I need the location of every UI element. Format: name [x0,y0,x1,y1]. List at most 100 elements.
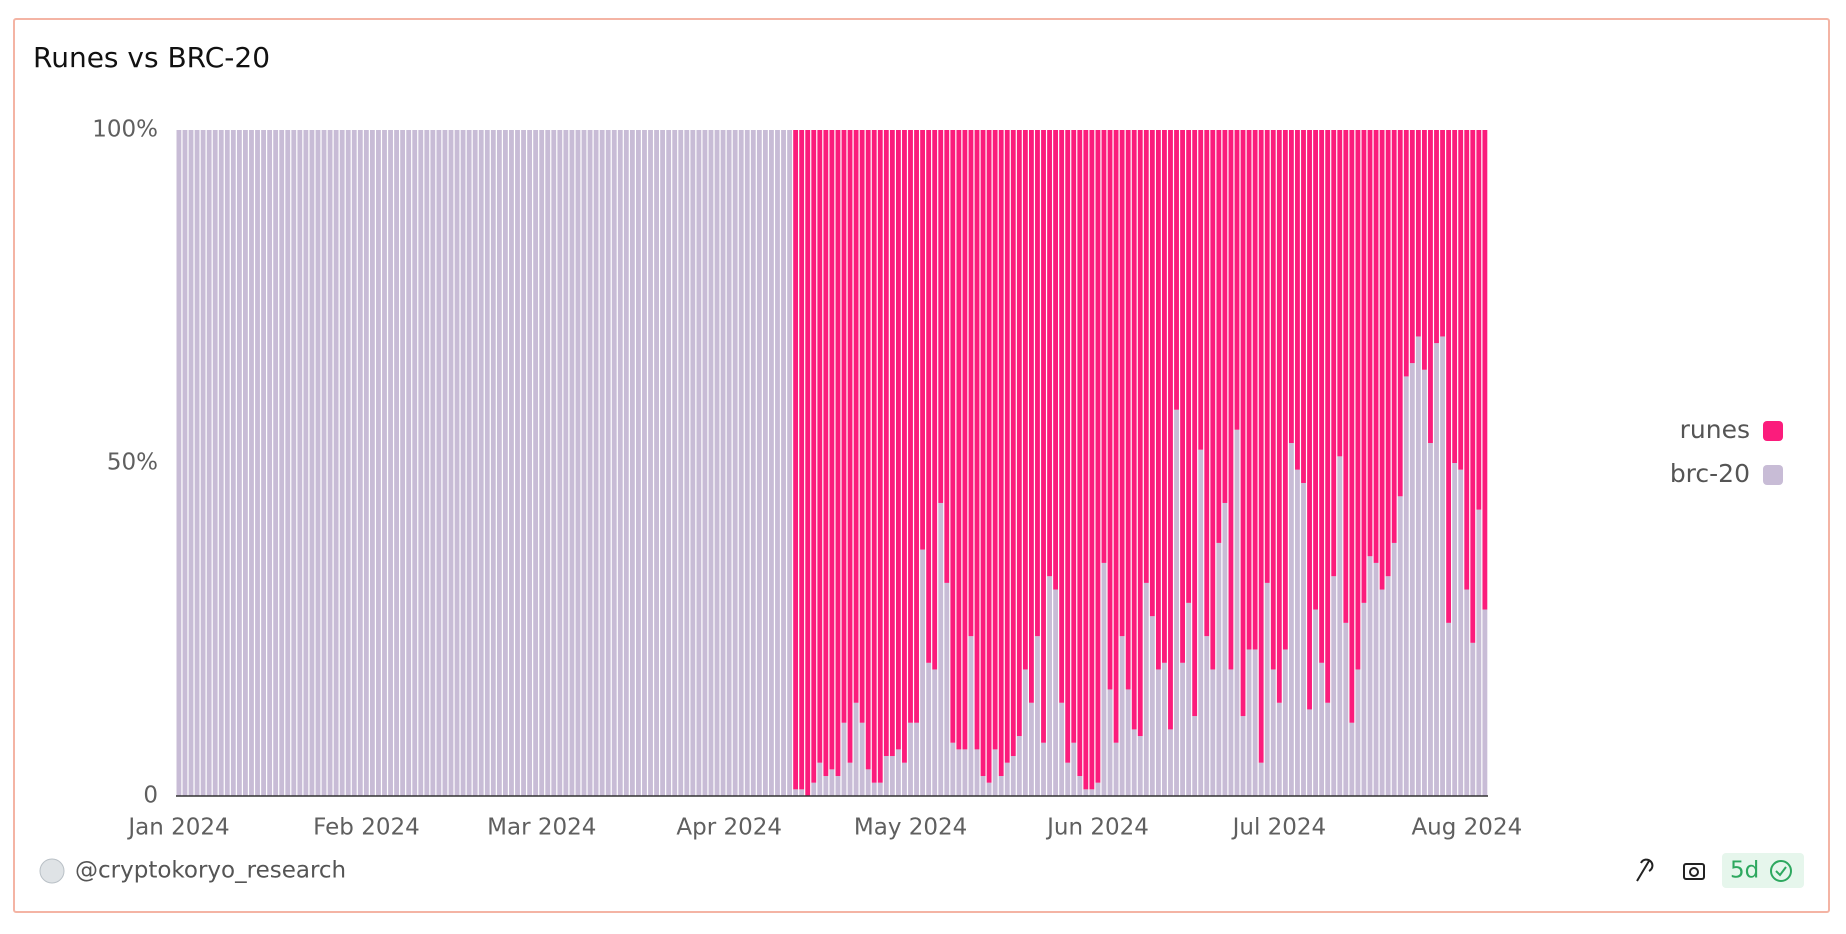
bar-segment [962,749,968,796]
bar-segment [998,776,1004,796]
bar-segment [243,130,248,796]
bar-segment [1071,130,1077,743]
bar-segment [1125,130,1131,690]
bar-segment [502,130,508,796]
bar-segment [1319,130,1325,663]
bar-segment [1331,576,1337,796]
bar-segment [1216,542,1222,796]
bar-segment [883,130,889,757]
bar-segment [1210,130,1216,670]
bar-segment [376,130,381,796]
bar-segment [811,782,817,796]
bar-segment [769,130,774,796]
bar-segment [1028,130,1034,703]
bar-segment [460,130,466,796]
bar-segment [805,130,811,796]
bar-segment [200,130,206,796]
bar-segment [1113,742,1119,796]
bar-segment [750,130,756,796]
legend-label: runes [1680,415,1750,444]
legend-label: brc-20 [1670,459,1750,488]
bar-segment [327,130,333,796]
bar-segment [859,722,865,796]
bar-segment [702,130,708,796]
bar-segment [1295,469,1300,796]
bar-segment [738,130,744,796]
bar-segment [1458,130,1464,470]
bar-segment [950,130,956,743]
bar-segment [847,762,853,796]
bar-segment [877,130,883,783]
bar-segment [472,130,478,796]
bar-segment [206,130,212,796]
bar-segment [1113,130,1119,743]
bar-segment [1409,363,1415,796]
bar-segment [545,130,551,796]
bar-segment [1192,130,1198,717]
bar-segment [515,130,520,796]
bar-segment [1258,130,1264,763]
bar-segment [1065,130,1071,763]
bar-segment [799,789,805,796]
bar-segment [678,130,684,796]
bar-segment [261,130,266,796]
bar-segment [1047,130,1052,577]
bar-segment [920,130,926,550]
bar-segment [629,130,635,796]
author-handle[interactable]: @cryptokoryo_research [75,858,346,884]
bar-segment [1379,589,1385,796]
bar-segment [1077,776,1083,796]
bar-segment [1355,130,1361,670]
bar-segment [829,769,835,796]
bar-segment [496,130,502,796]
bar-segment [1379,130,1385,590]
bar-segment [285,130,291,796]
bar-segment [1288,443,1294,796]
fork-icon[interactable] [1636,858,1654,882]
bar-segment [1101,562,1107,796]
bar-segment [351,130,357,796]
bar-segment [339,130,345,796]
bar-segment [575,130,581,796]
bar-segment [1041,742,1046,796]
bar-segment [1143,582,1149,796]
bar-segment [1240,716,1246,796]
bar-segment [666,130,672,796]
bar-segment [1137,130,1143,737]
bar-segment [1162,130,1167,663]
bar-segment [1270,130,1276,670]
bar-segment [1107,130,1113,690]
bar-segment [1397,130,1403,497]
bar-segment [382,130,387,796]
bar-segment [1228,130,1234,670]
bar-segment [720,130,726,796]
author-avatar[interactable] [39,858,65,884]
bar-segment [781,130,786,796]
bar-segment [732,130,738,796]
bar-segment [188,130,194,796]
bar-segment [1349,722,1355,796]
bar-segment [593,130,599,796]
camera-lens [1689,867,1699,877]
bar-segment [1440,336,1445,796]
bar-segment [1240,130,1246,717]
bar-segment [1313,130,1319,610]
bar-segment [986,130,992,783]
bar-segment [623,130,629,796]
bar-segment [1192,716,1198,796]
bar-segment [448,130,454,796]
bar-segment [1325,702,1331,796]
bar-segment [926,130,932,663]
camera-icon[interactable] [1683,863,1705,880]
bar-segment [1059,130,1065,703]
bar-segment [1095,130,1101,783]
bar-segment [1143,130,1149,583]
bar-segment [726,130,732,796]
bar-segment [490,130,496,796]
bar-segment [889,756,895,796]
bar-segment [1210,669,1216,796]
bar-segment [974,749,980,796]
x-tick-label: Feb 2024 [313,815,420,841]
bar-segment [1276,130,1282,703]
